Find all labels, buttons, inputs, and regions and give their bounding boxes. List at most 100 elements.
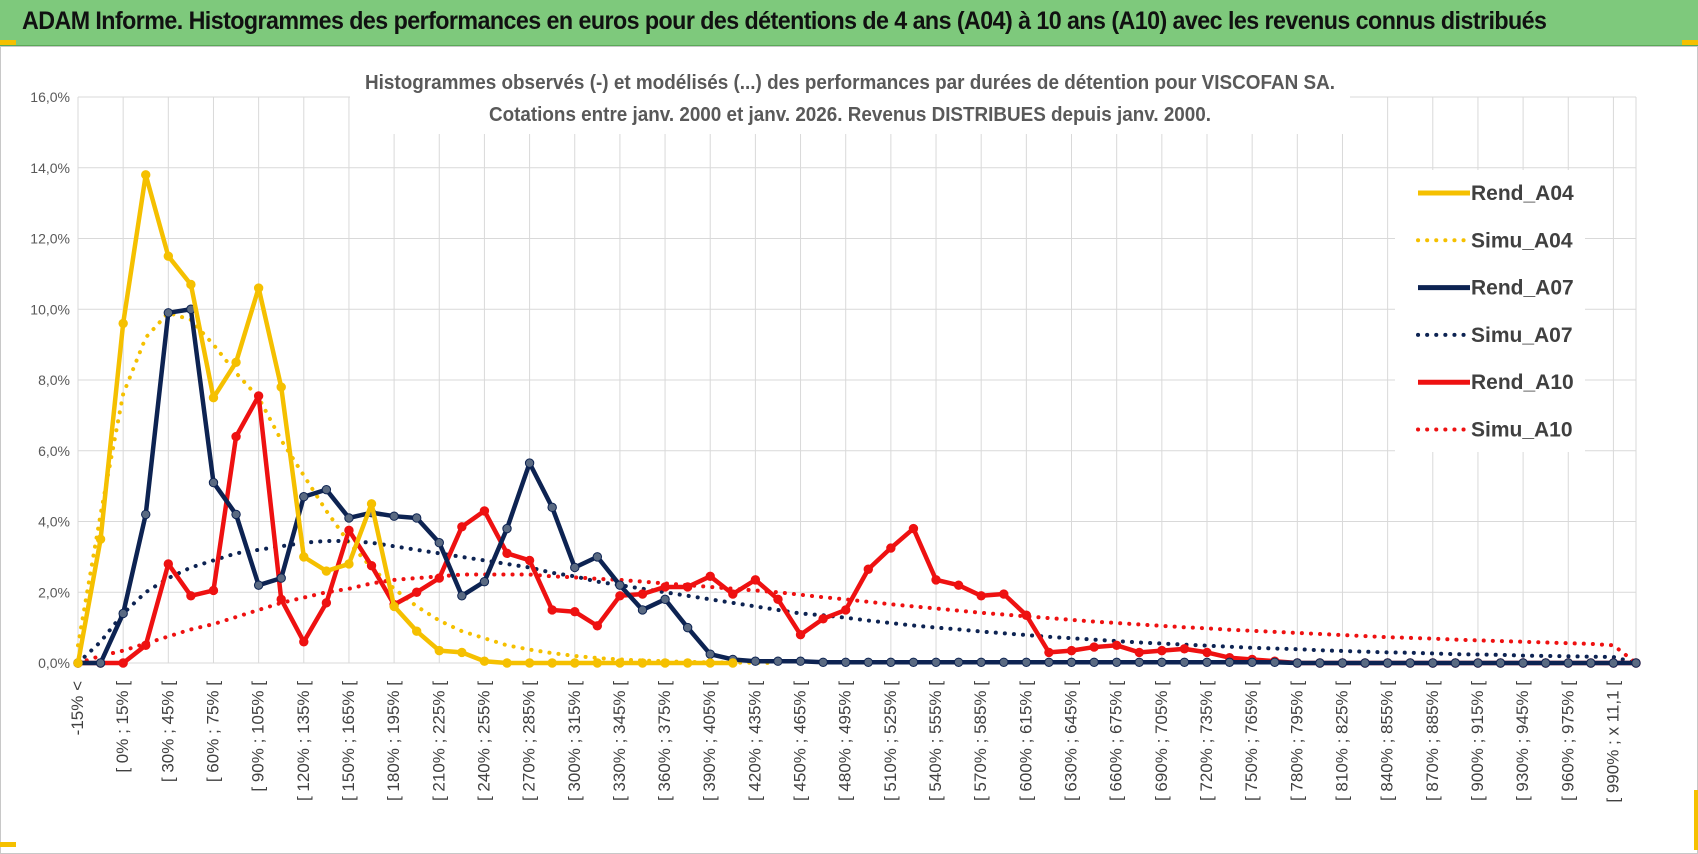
data-point bbox=[1089, 657, 1099, 667]
x-tick-label: [ 720% ; 735% [ bbox=[1197, 681, 1216, 801]
data-point bbox=[479, 576, 490, 587]
data-point bbox=[615, 591, 625, 601]
data-point bbox=[795, 656, 806, 666]
data-point bbox=[344, 513, 354, 523]
data-point bbox=[728, 589, 738, 599]
data-point bbox=[253, 580, 264, 590]
x-tick-label: [ 690% ; 705% [ bbox=[1152, 681, 1171, 801]
data-point bbox=[750, 575, 761, 585]
corner-mark-bottom-left bbox=[0, 842, 16, 847]
data-point bbox=[1540, 658, 1551, 668]
data-point bbox=[1021, 657, 1032, 667]
corner-mark-top-right bbox=[1682, 40, 1698, 45]
x-tick-label: [ 180% ; 195% [ bbox=[384, 681, 403, 801]
y-axis-tick-labels: 0,0% 2,0% 4,0% 6,0% 8,0% 10,0% 12,0% 14,0% 16,0% bbox=[30, 89, 70, 671]
data-point bbox=[1202, 657, 1212, 667]
x-tick-label: -15% < bbox=[68, 681, 87, 735]
data-point bbox=[1202, 647, 1212, 658]
data-point bbox=[886, 543, 896, 553]
data-point bbox=[411, 626, 422, 636]
data-point bbox=[795, 630, 806, 640]
report-banner: ADAM Informe. Histogrammes des performan… bbox=[0, 0, 1698, 46]
data-point bbox=[908, 523, 919, 534]
data-point bbox=[1247, 657, 1257, 667]
data-point bbox=[592, 621, 603, 631]
data-point bbox=[728, 658, 738, 668]
data-point bbox=[321, 484, 332, 495]
legend-item-simu-a07: Simu_A07 bbox=[1416, 324, 1573, 347]
data-point bbox=[208, 392, 219, 403]
data-point bbox=[208, 477, 219, 488]
x-axis-tick-labels: -15% < [ 0% ; 15% [[ 30% ; 45% [[ 60% ; 7… bbox=[68, 681, 1622, 803]
data-point bbox=[863, 657, 873, 667]
x-tick-label: [ 300% ; 315% [ bbox=[565, 681, 584, 801]
data-point bbox=[1428, 658, 1438, 668]
data-point bbox=[1563, 658, 1573, 668]
x-tick-label: [ 810% ; 825% [ bbox=[1332, 681, 1351, 801]
data-point bbox=[1111, 657, 1122, 667]
corner-mark-right-edge bbox=[1694, 790, 1698, 850]
x-tick-label: [ 750% ; 765% [ bbox=[1242, 681, 1261, 801]
data-point bbox=[321, 598, 332, 608]
data-point bbox=[705, 571, 715, 582]
data-point bbox=[276, 382, 286, 392]
data-point bbox=[276, 573, 286, 583]
data-point bbox=[253, 391, 264, 401]
x-tick-label: [ 900% ; 915% [ bbox=[1468, 681, 1487, 801]
x-tick-label: [ 510% ; 525% [ bbox=[881, 681, 900, 801]
legend-label: Simu_A07 bbox=[1471, 324, 1573, 347]
series-line bbox=[76, 538, 1638, 665]
data-point bbox=[660, 582, 670, 592]
data-point bbox=[366, 499, 377, 509]
series-rend-a04 bbox=[73, 170, 738, 668]
data-point bbox=[141, 170, 151, 180]
data-point bbox=[524, 658, 535, 668]
series-line bbox=[78, 307, 1636, 666]
data-point bbox=[1066, 645, 1077, 656]
series-line bbox=[75, 172, 733, 666]
data-point bbox=[118, 318, 128, 329]
series-simu-a04 bbox=[76, 310, 780, 665]
chart-title-line1: Histogrammes observés (-) et modélisés (… bbox=[365, 72, 1335, 94]
x-tick-label: [ 240% ; 255% [ bbox=[474, 681, 493, 801]
data-point bbox=[863, 564, 873, 574]
y-tick-label: 8,0% bbox=[38, 372, 70, 388]
data-point bbox=[592, 552, 603, 562]
data-point bbox=[276, 594, 286, 605]
data-point bbox=[547, 502, 557, 513]
data-point bbox=[931, 657, 941, 667]
data-point bbox=[547, 605, 557, 615]
data-point bbox=[953, 657, 964, 667]
data-point bbox=[1044, 647, 1054, 658]
x-tick-label: [ 840% ; 855% [ bbox=[1378, 681, 1397, 801]
x-tick-label: [ 960% ; 975% [ bbox=[1558, 681, 1577, 801]
data-point bbox=[841, 605, 851, 615]
data-point bbox=[1089, 642, 1099, 652]
series-simu-a10 bbox=[76, 572, 1638, 665]
data-point bbox=[886, 657, 896, 667]
x-tick-label: [ 630% ; 645% [ bbox=[1062, 681, 1081, 801]
series-line bbox=[76, 572, 1638, 665]
chart-title-background bbox=[350, 64, 1350, 134]
data-point bbox=[637, 589, 648, 599]
data-point bbox=[1224, 657, 1235, 667]
data-point bbox=[366, 561, 377, 571]
x-tick-label: [ 120% ; 135% [ bbox=[294, 681, 313, 801]
data-point bbox=[1044, 657, 1054, 667]
legend-item-rend-a04: Rend_A04 bbox=[1418, 182, 1574, 205]
x-tick-label: [ 0% ; 15% [ bbox=[113, 681, 132, 773]
data-point bbox=[1021, 610, 1032, 620]
data-point bbox=[1157, 657, 1167, 667]
data-point bbox=[186, 279, 196, 290]
data-point bbox=[434, 573, 444, 583]
legend-label: Simu_A04 bbox=[1471, 229, 1573, 252]
x-tick-label: [ 360% ; 375% [ bbox=[655, 681, 674, 801]
data-point bbox=[976, 591, 986, 601]
data-point bbox=[615, 658, 625, 668]
data-point bbox=[299, 637, 309, 647]
data-point bbox=[637, 605, 648, 615]
data-point bbox=[1631, 658, 1641, 668]
legend-item-simu-a10: Simu_A10 bbox=[1416, 419, 1573, 442]
data-point bbox=[841, 657, 851, 667]
data-point bbox=[615, 580, 625, 590]
